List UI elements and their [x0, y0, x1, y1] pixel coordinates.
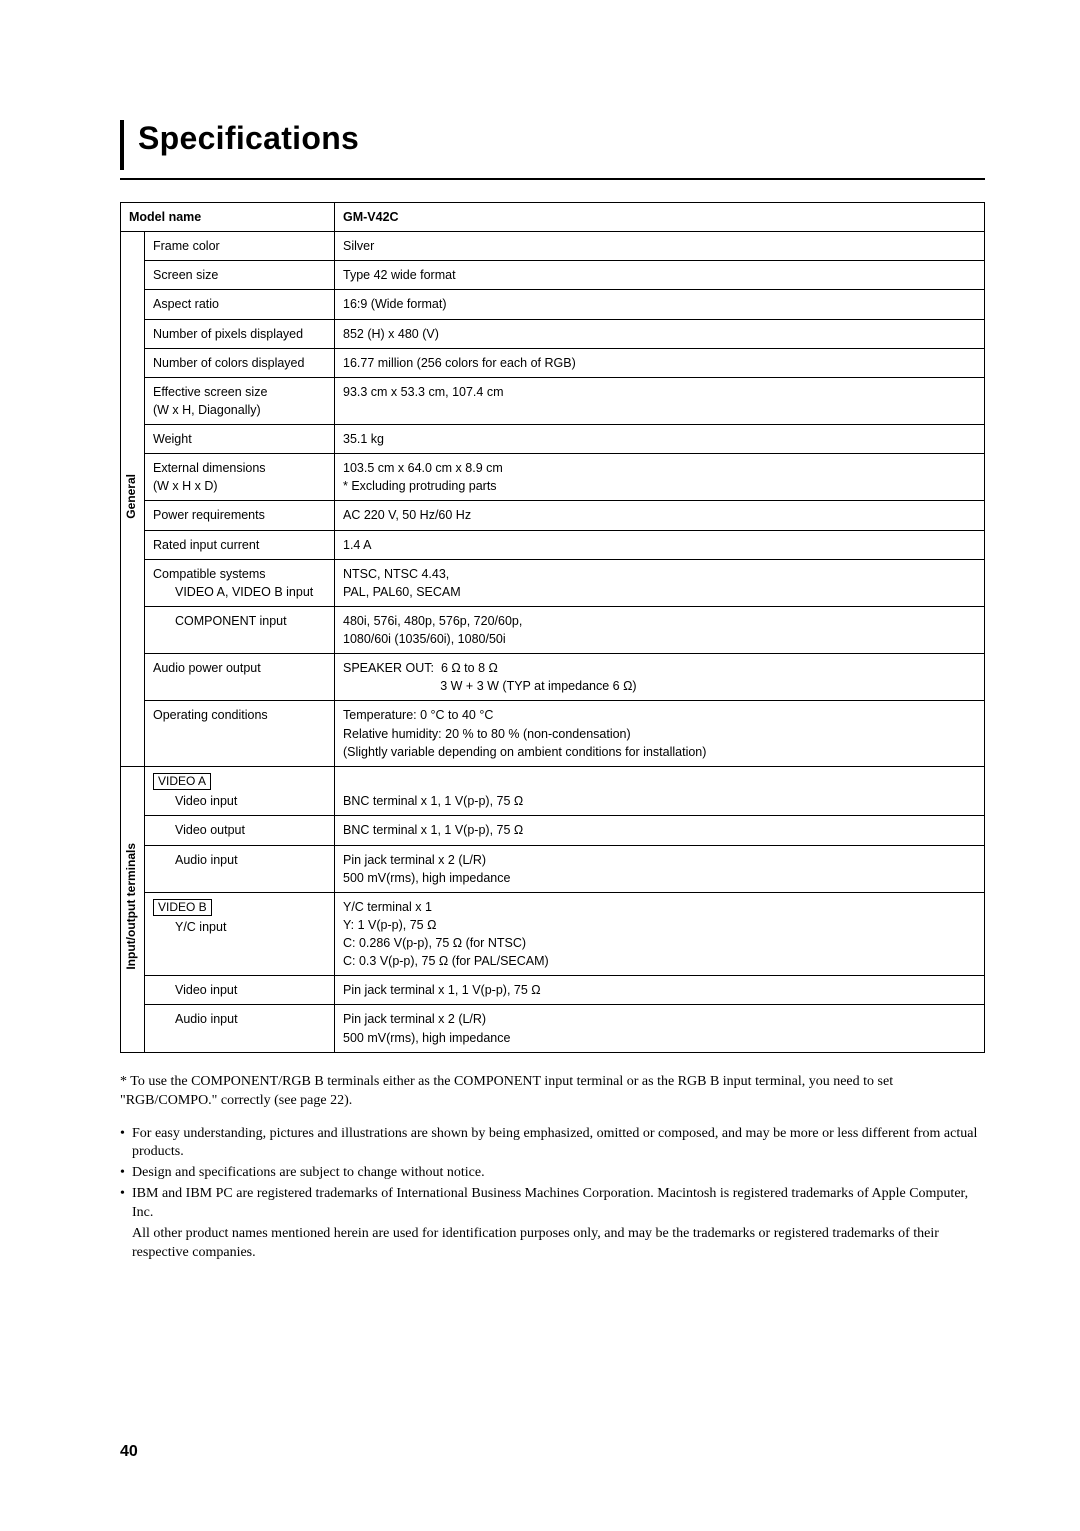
table-row: External dimensions (W x H x D) 103.5 cm…	[121, 454, 985, 501]
table-row: COMPONENT input 480i, 576i, 480p, 576p, …	[121, 606, 985, 653]
spec-label: VIDEO AVideo input	[145, 766, 335, 816]
footnote-star: * To use the COMPONENT/RGB B terminals e…	[120, 1073, 985, 1111]
spec-value: NTSC, NTSC 4.43, PAL, PAL60, SECAM	[335, 559, 985, 606]
spec-value: Pin jack terminal x 1, 1 V(p-p), 75 Ω	[335, 976, 985, 1005]
table-row: Rated input current 1.4 A	[121, 530, 985, 559]
spec-label: Frame color	[145, 232, 335, 261]
spec-value: 1.4 A	[335, 530, 985, 559]
page-title: Specifications	[138, 120, 359, 170]
spec-label: Rated input current	[145, 530, 335, 559]
title-bar	[120, 120, 124, 170]
spec-table: Model name GM-V42C General Frame color S…	[120, 202, 985, 1053]
table-row: Audio power output SPEAKER OUT: 6 Ω to 8…	[121, 654, 985, 701]
spec-value: 103.5 cm x 64.0 cm x 8.9 cm * Excluding …	[335, 454, 985, 501]
table-row: Power requirements AC 220 V, 50 Hz/60 Hz	[121, 501, 985, 530]
table-row: Video output BNC terminal x 1, 1 V(p-p),…	[121, 816, 985, 845]
table-row: Screen size Type 42 wide format	[121, 261, 985, 290]
note-bullet: IBM and IBM PC are registered trademarks…	[120, 1185, 985, 1223]
title-underline	[120, 178, 985, 180]
table-row: VIDEO BY/C input Y/C terminal x 1 Y: 1 V…	[121, 892, 985, 976]
table-row: General Frame color Silver	[121, 232, 985, 261]
spec-label: Screen size	[145, 261, 335, 290]
spec-value: 35.1 kg	[335, 425, 985, 454]
spec-value: 852 (H) x 480 (V)	[335, 319, 985, 348]
spec-label: Audio power output	[145, 654, 335, 701]
spec-value: Pin jack terminal x 2 (L/R) 500 mV(rms),…	[335, 1005, 985, 1052]
note-bullet: For easy understanding, pictures and ill…	[120, 1125, 985, 1163]
spec-label: Compatible systemsVIDEO A, VIDEO B input	[145, 559, 335, 606]
table-row: Aspect ratio 16:9 (Wide format)	[121, 290, 985, 319]
spec-label: VIDEO BY/C input	[145, 892, 335, 976]
table-row: Audio input Pin jack terminal x 2 (L/R) …	[121, 845, 985, 892]
spec-value: BNC terminal x 1, 1 V(p-p), 75 Ω	[335, 816, 985, 845]
header-row: Model name GM-V42C	[121, 203, 985, 232]
spec-value: BNC terminal x 1, 1 V(p-p), 75 Ω	[335, 766, 985, 816]
table-row: Operating conditions Temperature: 0 °C t…	[121, 701, 985, 766]
table-row: Input/output terminals VIDEO AVideo inpu…	[121, 766, 985, 816]
header-label: Model name	[121, 203, 335, 232]
spec-value: Pin jack terminal x 2 (L/R) 500 mV(rms),…	[335, 845, 985, 892]
note-bullet: Design and specifications are subject to…	[120, 1164, 985, 1183]
spec-label: Audio input	[145, 1005, 335, 1052]
spec-value: Type 42 wide format	[335, 261, 985, 290]
section-label-io: Input/output terminals	[121, 766, 145, 1052]
table-row: Compatible systemsVIDEO A, VIDEO B input…	[121, 559, 985, 606]
notes: * To use the COMPONENT/RGB B terminals e…	[120, 1073, 985, 1263]
spec-value: 480i, 576i, 480p, 576p, 720/60p, 1080/60…	[335, 606, 985, 653]
table-row: Weight 35.1 kg	[121, 425, 985, 454]
table-row: Number of pixels displayed 852 (H) x 480…	[121, 319, 985, 348]
spec-label: Aspect ratio	[145, 290, 335, 319]
spec-value: SPEAKER OUT: 6 Ω to 8 Ω 3 W + 3 W (TYP a…	[335, 654, 985, 701]
spec-value: 16.77 million (256 colors for each of RG…	[335, 348, 985, 377]
page-number: 40	[120, 1443, 138, 1461]
table-row: Number of colors displayed 16.77 million…	[121, 348, 985, 377]
header-value: GM-V42C	[335, 203, 985, 232]
note-sub: All other product names mentioned herein…	[120, 1225, 985, 1263]
table-row: Effective screen size (W x H, Diagonally…	[121, 377, 985, 424]
spec-label: Effective screen size (W x H, Diagonally…	[145, 377, 335, 424]
spec-label: COMPONENT input	[145, 606, 335, 653]
spec-value: Y/C terminal x 1 Y: 1 V(p-p), 75 Ω C: 0.…	[335, 892, 985, 976]
spec-label: Audio input	[145, 845, 335, 892]
title-block: Specifications	[120, 120, 985, 170]
spec-value: Temperature: 0 °C to 40 °C Relative humi…	[335, 701, 985, 766]
spec-label: Power requirements	[145, 501, 335, 530]
spec-label: Video output	[145, 816, 335, 845]
spec-label: External dimensions (W x H x D)	[145, 454, 335, 501]
table-row: Audio input Pin jack terminal x 2 (L/R) …	[121, 1005, 985, 1052]
spec-value: 93.3 cm x 53.3 cm, 107.4 cm	[335, 377, 985, 424]
spec-value: AC 220 V, 50 Hz/60 Hz	[335, 501, 985, 530]
spec-value: 16:9 (Wide format)	[335, 290, 985, 319]
spec-value: Silver	[335, 232, 985, 261]
table-row: Video input Pin jack terminal x 1, 1 V(p…	[121, 976, 985, 1005]
spec-label: Number of colors displayed	[145, 348, 335, 377]
spec-label: Number of pixels displayed	[145, 319, 335, 348]
spec-label: Video input	[145, 976, 335, 1005]
section-label-general: General	[121, 232, 145, 767]
spec-label: Operating conditions	[145, 701, 335, 766]
spec-label: Weight	[145, 425, 335, 454]
